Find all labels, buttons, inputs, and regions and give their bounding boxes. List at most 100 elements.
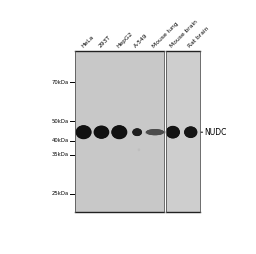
Ellipse shape	[79, 128, 88, 136]
Ellipse shape	[151, 131, 159, 134]
Ellipse shape	[111, 125, 127, 139]
Ellipse shape	[96, 128, 106, 136]
Ellipse shape	[154, 132, 156, 133]
Text: 35kDa: 35kDa	[52, 152, 69, 157]
Ellipse shape	[186, 128, 195, 136]
Bar	[166, 51, 200, 212]
Ellipse shape	[95, 126, 108, 138]
Ellipse shape	[94, 126, 109, 138]
Ellipse shape	[132, 128, 142, 136]
Ellipse shape	[134, 130, 141, 135]
Ellipse shape	[83, 132, 84, 133]
Ellipse shape	[190, 132, 191, 133]
Ellipse shape	[98, 129, 105, 135]
Ellipse shape	[146, 129, 164, 135]
Ellipse shape	[115, 129, 123, 136]
Text: HepG2: HepG2	[116, 31, 134, 49]
Bar	[75, 51, 164, 212]
Ellipse shape	[82, 130, 86, 134]
Ellipse shape	[76, 125, 91, 139]
Ellipse shape	[98, 129, 105, 135]
Ellipse shape	[116, 129, 123, 135]
Text: NUDC: NUDC	[205, 128, 227, 137]
Ellipse shape	[99, 130, 104, 134]
Ellipse shape	[80, 129, 87, 135]
Ellipse shape	[170, 129, 176, 135]
Ellipse shape	[117, 130, 121, 134]
Text: Rat brain: Rat brain	[187, 26, 210, 49]
Ellipse shape	[100, 131, 103, 133]
Ellipse shape	[150, 131, 160, 134]
Ellipse shape	[96, 128, 107, 137]
Ellipse shape	[101, 132, 102, 133]
Ellipse shape	[98, 130, 105, 135]
Ellipse shape	[184, 126, 197, 138]
Ellipse shape	[186, 128, 195, 136]
Ellipse shape	[77, 126, 90, 138]
Ellipse shape	[82, 131, 85, 134]
Ellipse shape	[113, 127, 125, 137]
Ellipse shape	[166, 126, 180, 138]
Ellipse shape	[99, 130, 104, 135]
Ellipse shape	[115, 128, 124, 136]
Ellipse shape	[78, 127, 90, 137]
Ellipse shape	[152, 131, 158, 133]
Ellipse shape	[169, 128, 177, 136]
Ellipse shape	[118, 131, 121, 134]
Text: HeLa: HeLa	[80, 34, 94, 49]
Text: Mouse lung: Mouse lung	[152, 21, 179, 49]
Ellipse shape	[172, 131, 174, 133]
Ellipse shape	[79, 128, 88, 136]
Ellipse shape	[135, 131, 139, 134]
Ellipse shape	[135, 130, 140, 134]
Ellipse shape	[112, 126, 126, 138]
Ellipse shape	[149, 130, 161, 134]
Ellipse shape	[133, 129, 141, 135]
Ellipse shape	[146, 129, 164, 135]
Ellipse shape	[133, 129, 142, 136]
Ellipse shape	[81, 130, 86, 135]
Text: 25kDa: 25kDa	[51, 191, 69, 196]
Ellipse shape	[112, 125, 127, 139]
Ellipse shape	[150, 131, 160, 134]
Ellipse shape	[136, 131, 139, 133]
Ellipse shape	[80, 129, 87, 135]
Ellipse shape	[190, 132, 191, 133]
Ellipse shape	[170, 130, 175, 134]
Ellipse shape	[97, 128, 106, 136]
Ellipse shape	[133, 129, 141, 135]
Ellipse shape	[166, 126, 179, 138]
Ellipse shape	[189, 130, 193, 134]
Ellipse shape	[135, 130, 139, 134]
Ellipse shape	[171, 130, 175, 134]
Ellipse shape	[114, 127, 125, 137]
Ellipse shape	[167, 127, 179, 137]
Ellipse shape	[148, 130, 162, 134]
Ellipse shape	[119, 132, 120, 133]
Ellipse shape	[136, 131, 138, 133]
Ellipse shape	[119, 132, 120, 133]
Ellipse shape	[114, 128, 124, 137]
Ellipse shape	[133, 129, 142, 136]
Ellipse shape	[170, 130, 176, 135]
Ellipse shape	[185, 127, 197, 137]
Ellipse shape	[152, 131, 158, 133]
Ellipse shape	[189, 131, 193, 134]
Ellipse shape	[154, 132, 156, 133]
Ellipse shape	[76, 125, 92, 139]
Ellipse shape	[82, 131, 85, 133]
Ellipse shape	[185, 128, 196, 137]
Ellipse shape	[95, 127, 108, 137]
Ellipse shape	[78, 127, 89, 137]
Ellipse shape	[148, 130, 162, 135]
Ellipse shape	[117, 130, 122, 134]
Ellipse shape	[134, 130, 140, 135]
Ellipse shape	[137, 148, 140, 151]
Ellipse shape	[190, 131, 192, 133]
Ellipse shape	[188, 130, 194, 135]
Ellipse shape	[147, 129, 163, 135]
Ellipse shape	[97, 129, 106, 136]
Ellipse shape	[151, 131, 159, 133]
Ellipse shape	[116, 129, 123, 135]
Ellipse shape	[136, 131, 138, 133]
